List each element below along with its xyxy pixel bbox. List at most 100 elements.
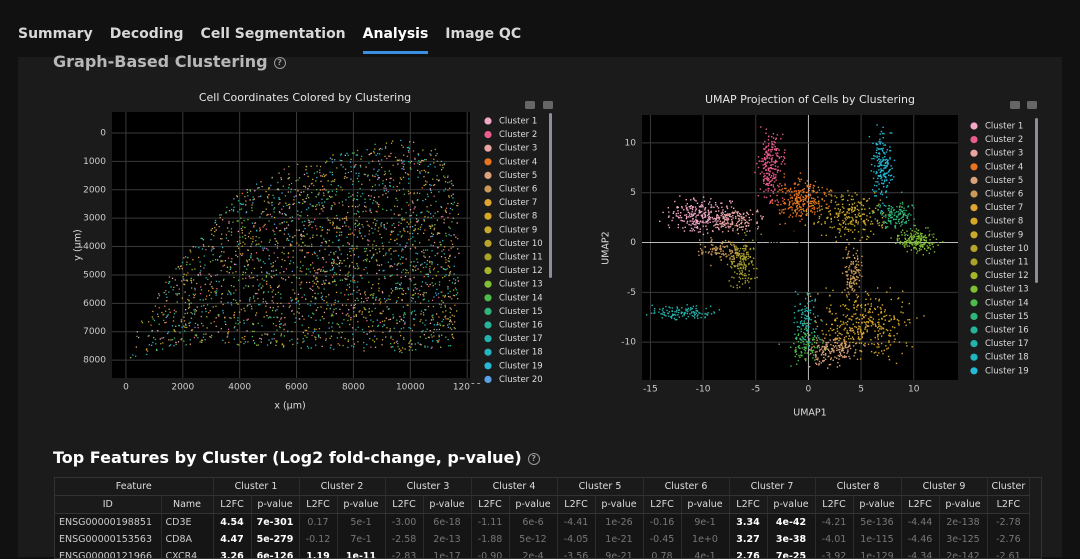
cell-dot xyxy=(779,189,780,190)
cell-dot xyxy=(770,171,771,172)
cell-dot xyxy=(854,289,855,290)
cell-dot xyxy=(783,159,784,160)
cell-dot xyxy=(361,184,362,185)
cell-dot xyxy=(881,312,882,313)
cell-dot xyxy=(420,313,421,314)
cell-dot xyxy=(768,221,769,222)
cell-dot xyxy=(764,154,765,155)
cell-dot xyxy=(843,208,844,209)
cell-dot xyxy=(452,315,453,316)
cell-dot xyxy=(374,152,375,153)
cell-dot xyxy=(390,173,391,174)
cell-dot xyxy=(750,248,751,249)
cell-dot xyxy=(756,216,757,217)
cell-dot xyxy=(169,309,170,310)
cell-dot xyxy=(798,210,799,211)
cell-dot xyxy=(446,235,447,236)
cell-dot xyxy=(781,156,782,157)
cell-dot xyxy=(881,311,882,312)
cell-dot xyxy=(803,210,804,211)
cell-dot xyxy=(266,272,267,273)
cell-dot xyxy=(904,241,905,242)
cell-dot xyxy=(152,342,153,343)
cell-dot xyxy=(437,322,438,323)
cell-dot xyxy=(343,319,344,320)
cell-dot xyxy=(434,242,435,243)
cell-dot xyxy=(880,212,881,213)
cell-dot xyxy=(358,268,359,269)
cell-dot xyxy=(258,285,259,286)
cell-dot xyxy=(399,316,400,317)
cell-dot xyxy=(357,192,358,193)
cell-dot xyxy=(224,321,225,322)
cell-dot xyxy=(765,147,766,148)
cell-dot xyxy=(156,350,157,351)
cell-dot xyxy=(429,184,430,185)
cell-dot xyxy=(438,316,439,317)
cell-dot xyxy=(401,328,402,329)
cell-dot xyxy=(241,309,242,310)
cell-dot xyxy=(242,274,243,275)
cell-dot xyxy=(413,270,414,271)
cell-dot xyxy=(760,188,761,189)
cell-dot xyxy=(743,259,744,260)
cell-dot xyxy=(291,331,292,332)
cell-dot xyxy=(179,288,180,289)
toolbar-icon[interactable] xyxy=(543,101,553,109)
cell-dot xyxy=(870,316,871,317)
x-tick-label: 0 xyxy=(123,383,129,393)
cell-dot xyxy=(316,310,317,311)
cell-dot xyxy=(321,269,322,270)
cell-dot xyxy=(915,234,916,235)
cell-dot xyxy=(752,222,753,223)
cell-dot xyxy=(275,310,276,311)
cell-dot xyxy=(654,310,655,311)
cell-dot xyxy=(780,170,781,171)
cell-dot xyxy=(372,284,373,285)
cell-dot xyxy=(443,190,444,191)
cell-dot xyxy=(266,334,267,335)
cell-dot xyxy=(391,178,392,179)
cell-dot xyxy=(882,194,883,195)
cell-dot xyxy=(331,326,332,327)
cell-dot xyxy=(221,238,222,239)
cell-dot xyxy=(371,311,372,312)
cell-dot xyxy=(438,341,439,342)
cell-dot xyxy=(354,198,355,199)
cell-dot xyxy=(817,326,818,327)
cell-dot xyxy=(766,197,767,198)
cell-dot xyxy=(329,328,330,329)
cell-dot xyxy=(427,346,428,347)
cell-dot xyxy=(873,158,874,159)
cell-dot xyxy=(821,348,822,349)
cell-dot xyxy=(855,280,856,281)
cell-dot xyxy=(916,228,917,229)
cell-dot xyxy=(414,310,415,311)
cell-dot xyxy=(333,267,334,268)
cell-dot xyxy=(854,273,855,274)
cell-dot xyxy=(163,320,164,321)
cell-dot xyxy=(254,268,255,269)
cell-dot xyxy=(319,250,320,251)
cell-dot xyxy=(776,148,777,149)
cell-dot xyxy=(409,278,410,279)
cell-dot xyxy=(838,220,839,221)
cell-dot xyxy=(403,337,404,338)
cell-dot xyxy=(303,338,304,339)
cell-dot xyxy=(449,323,450,324)
cell-dot xyxy=(279,223,280,224)
cell-dot xyxy=(749,226,750,227)
cell-dot xyxy=(781,209,782,210)
cell-dot xyxy=(911,236,912,237)
toolbar-icon[interactable] xyxy=(525,101,535,109)
cell-dot xyxy=(807,192,808,193)
cell-dot xyxy=(668,306,669,307)
cell-dot xyxy=(157,297,158,298)
cell-dot xyxy=(233,198,234,199)
cell-dot xyxy=(775,174,776,175)
cell-dot xyxy=(201,311,202,312)
cell-dot xyxy=(885,176,886,177)
cell-dot xyxy=(768,149,769,150)
cell-dot xyxy=(316,189,317,190)
cell-dot xyxy=(249,277,250,278)
